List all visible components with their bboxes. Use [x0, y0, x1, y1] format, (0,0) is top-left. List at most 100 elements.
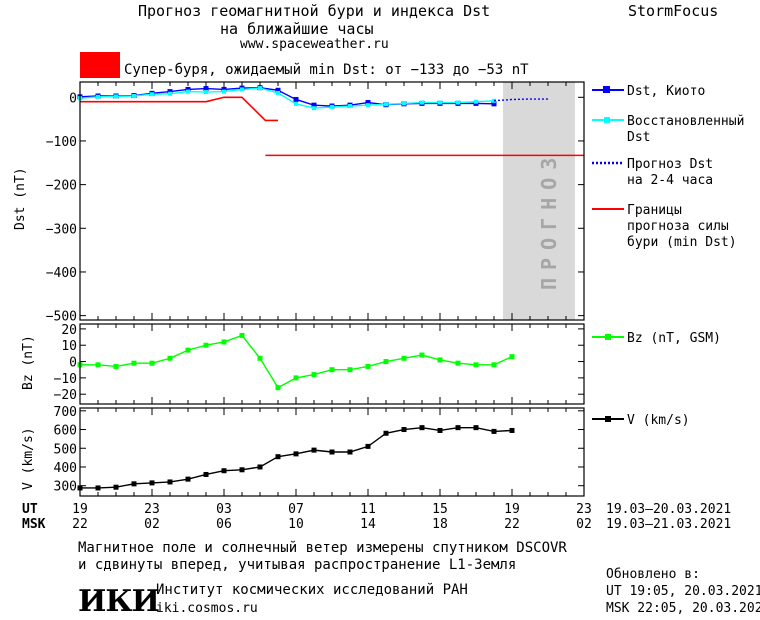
v-ylabel: V (km/s) — [21, 427, 36, 490]
series-line — [79, 86, 495, 107]
y-tick-label: 700 — [54, 405, 77, 420]
data-point — [311, 447, 317, 453]
x-tick-msk: 06 — [216, 517, 232, 530]
y-tick-label: 400 — [54, 461, 77, 476]
data-point — [401, 355, 407, 361]
x-tick-ut: 19 — [72, 502, 88, 517]
x-tick-msk: 22 — [72, 517, 88, 530]
x-tick-msk: 10 — [288, 517, 304, 530]
data-point — [366, 103, 370, 108]
data-point — [185, 86, 191, 92]
data-point — [455, 360, 461, 366]
data-point — [113, 363, 119, 369]
y-tick-label: −100 — [46, 135, 77, 150]
title-line2: на ближайшие часы — [220, 20, 374, 38]
legend-bounds-1: Границы — [627, 203, 682, 218]
data-point — [185, 347, 191, 353]
series-line — [493, 98, 548, 102]
x-tick-ut: 23 — [576, 502, 592, 517]
data-point — [221, 339, 227, 345]
data-point — [294, 101, 298, 106]
data-point — [329, 367, 335, 373]
msk-label: MSK — [22, 517, 46, 530]
plot-frame — [79, 81, 585, 321]
legend-bz: Bz (nT, GSM) — [627, 331, 721, 346]
data-point — [419, 352, 425, 358]
y-tick-label: −20 — [54, 388, 77, 403]
data-point — [383, 430, 389, 436]
y-tick-label: 0 — [69, 91, 77, 106]
data-point — [186, 89, 190, 94]
data-point — [275, 454, 281, 460]
data-point — [384, 102, 388, 107]
legend-bounds-3: бури (min Dst) — [627, 235, 737, 250]
x-tick-msk: 14 — [360, 517, 376, 530]
footer-line1: Магнитное поле и солнечный ветер измерен… — [78, 540, 567, 556]
data-point — [95, 362, 101, 368]
data-point — [150, 92, 154, 97]
data-point — [491, 362, 497, 368]
data-point — [509, 354, 515, 360]
data-point — [96, 94, 100, 99]
data-point — [239, 467, 245, 473]
data-point — [420, 100, 424, 105]
legend-bounds-2: прогноза силы — [627, 219, 729, 234]
y-tick-label: −10 — [54, 372, 77, 387]
data-point — [221, 86, 227, 92]
x-tick-msk: 22 — [504, 517, 520, 530]
iki-logo[interactable]: ИКИ — [78, 584, 160, 619]
data-point — [167, 479, 173, 485]
data-point — [113, 484, 119, 490]
data-point — [204, 90, 208, 95]
data-point — [491, 428, 497, 434]
data-point — [437, 427, 443, 433]
v-panel: 700 600 500 400 300 — [54, 405, 585, 497]
data-point — [365, 100, 371, 106]
y-tick-label: −200 — [46, 179, 77, 194]
site-url[interactable]: www.spaceweather.ru — [240, 37, 389, 52]
alert-text: Супер-буря, ожидаемый min Dst: от −133 д… — [124, 62, 529, 78]
data-point — [149, 360, 155, 366]
data-point — [239, 332, 245, 338]
series-line — [79, 87, 495, 109]
data-point — [455, 425, 461, 431]
legend-v: V (km/s) — [627, 413, 690, 428]
data-point — [473, 425, 479, 431]
title-line1: Прогноз геомагнитной бури и индекса Dst — [138, 2, 491, 20]
data-point — [330, 104, 334, 109]
footer-line2: и сдвинуты вперед, учитывая распростране… — [78, 557, 517, 573]
legend-dst-kyoto: Dst, Киото — [627, 84, 705, 99]
data-point — [293, 451, 299, 457]
data-point — [473, 362, 479, 368]
data-point — [311, 102, 317, 108]
data-point — [95, 485, 101, 491]
y-tick-label: −400 — [46, 266, 77, 281]
x-tick-ut: 11 — [360, 502, 376, 517]
data-point — [240, 87, 244, 92]
legend: Dst, Киото Восстановленный Dst Прогноз D… — [592, 84, 744, 428]
plot-frame — [79, 407, 585, 497]
data-point — [168, 91, 172, 96]
data-point — [491, 101, 497, 107]
x-tick-msk: 18 — [432, 517, 448, 530]
bz-ylabel: Bz (nT) — [21, 335, 36, 390]
x-tick-ut: 03 — [216, 502, 232, 517]
data-point — [402, 101, 406, 106]
institute-site[interactable]: iki.cosmos.ru — [156, 601, 258, 616]
y-tick-label: −300 — [46, 222, 77, 237]
forecast-band-label: ПРОГНОЗ — [537, 150, 561, 290]
data-point — [203, 471, 209, 477]
msk-date-range: 19.03–21.03.2021 — [606, 517, 731, 530]
data-point — [311, 372, 317, 378]
dst-ylabel: Dst (nT) — [13, 167, 28, 230]
x-tick-ut: 23 — [144, 502, 160, 517]
plot-frame — [79, 323, 585, 405]
data-point — [401, 427, 407, 433]
data-point — [293, 375, 299, 381]
y-tick-label: 10 — [61, 339, 77, 354]
data-point — [275, 385, 281, 391]
data-point — [167, 355, 173, 361]
updated-ut: UT 19:05, 20.03.2021 — [606, 584, 760, 599]
data-point — [114, 94, 118, 99]
